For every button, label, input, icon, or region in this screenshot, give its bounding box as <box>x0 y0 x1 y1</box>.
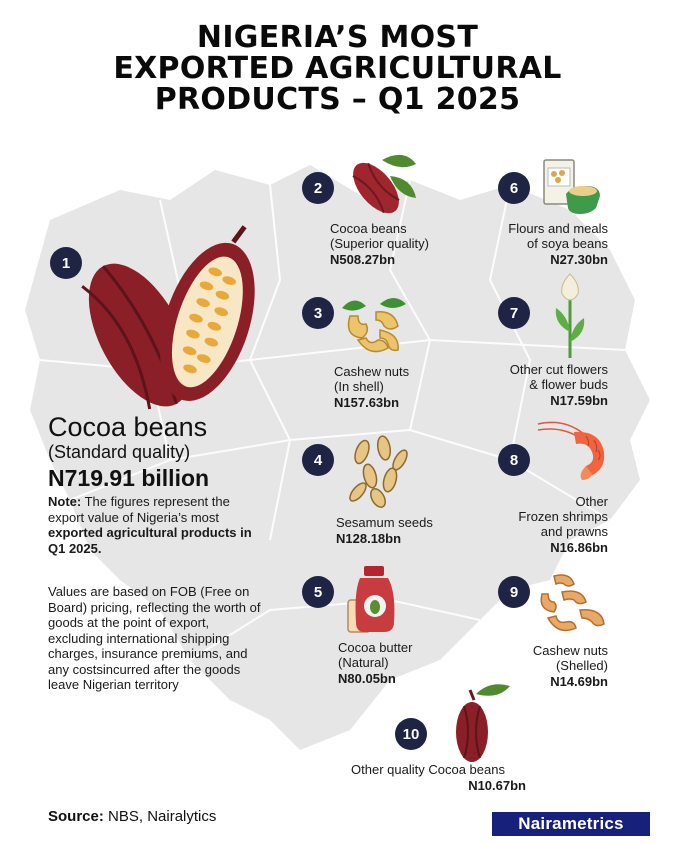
shelled-cashew-icon <box>540 574 605 632</box>
product-10-value: N10.67bn <box>468 778 526 793</box>
product-2-qualifier: (Superior quality) <box>330 236 429 251</box>
product-8-line-3: and prawns <box>540 524 608 539</box>
rank-badge-5: 5 <box>302 576 334 608</box>
product-9-label: Cashew nuts (Shelled) N14.69bn <box>480 643 608 689</box>
title-line-3: PRODUCTS – Q1 2025 <box>154 82 521 117</box>
product-4-value: N128.18bn <box>336 531 402 546</box>
sesame-seeds-icon <box>349 435 408 508</box>
product-6-value: N27.30bn <box>550 252 608 267</box>
rank-badge-1: 1 <box>50 247 82 279</box>
rank-badge-10: 10 <box>395 718 427 750</box>
rank-badge-9: 9 <box>498 576 530 608</box>
product-8-label: Other Frozen shrimps and prawns N16.86bn <box>480 494 608 555</box>
rank-badge-7: 7 <box>498 297 530 329</box>
note-label: Note: <box>48 494 82 509</box>
product-5-name: Cocoa butter <box>338 640 413 655</box>
product-3-value: N157.63bn <box>334 395 400 410</box>
source-text: NBS, Nairalytics <box>103 808 217 825</box>
title-line-1: NIGERIA’S MOST <box>196 20 479 55</box>
hero-product-value: N719.91 billion <box>48 465 210 491</box>
note-text: The figures represent the export value o… <box>48 494 230 525</box>
product-7-label: Other cut flowers & flower buds N17.59bn <box>480 362 608 408</box>
product-9-name: Cashew nuts <box>532 643 608 658</box>
product-3-label: Cashew nuts (In shell) N157.63bn <box>334 364 409 410</box>
flower-icon <box>555 273 585 358</box>
shrimp-icon <box>537 421 605 480</box>
hero-product-qualifier: (Standard quality) <box>48 442 191 462</box>
cashew-icon <box>342 298 406 353</box>
product-4-label: Sesamum seeds N128.18bn <box>336 515 433 546</box>
nairametrics-logo: Nairametrics <box>492 812 650 836</box>
cocoa-pod-icon <box>456 684 510 762</box>
note-paragraph: Note: The figures represent the export v… <box>48 494 263 556</box>
source-label: Source: <box>48 808 104 825</box>
page-title: NIGERIA’S MOST EXPORTED AGRICULTURAL PRO… <box>0 22 675 115</box>
source-credit: Source: NBS, Nairalytics <box>48 808 216 825</box>
cocoa-pod-icon <box>81 225 255 410</box>
product-2-label: Cocoa beans (Superior quality) N508.27bn <box>330 221 429 267</box>
product-8-line-1: Other <box>575 494 608 509</box>
product-9-qualifier: (Shelled) <box>555 658 608 673</box>
product-4-name: Sesamum seeds <box>336 515 433 530</box>
product-8-value: N16.86bn <box>550 540 608 555</box>
fob-explanation: Values are based on FOB (Free on Board) … <box>48 584 261 692</box>
rank-badge-4: 4 <box>302 444 334 476</box>
rank-badge-2: 2 <box>302 172 334 204</box>
note-bold-text: exported agricultural products in Q1 202… <box>48 525 252 556</box>
cocoa-pod-icon <box>352 154 416 214</box>
product-7-name: Other cut flowers <box>509 362 608 377</box>
product-2-value: N508.27bn <box>330 252 396 267</box>
product-5-qualifier: (Natural) <box>338 655 389 670</box>
rank-badge-3: 3 <box>302 297 334 329</box>
product-6-name: Flours and meals <box>508 221 608 236</box>
product-3-name: Cashew nuts <box>334 364 410 379</box>
hero-product-name: Cocoa beans <box>48 412 208 442</box>
cocoa-butter-jar-icon <box>347 566 395 633</box>
product-3-qualifier: (In shell) <box>334 379 384 394</box>
product-5-label: Cocoa butter (Natural) N80.05bn <box>338 640 412 686</box>
product-10-name: Other quality Cocoa beans <box>351 762 505 777</box>
rank-badge-8: 8 <box>498 444 530 476</box>
product-5-value: N80.05bn <box>338 671 396 686</box>
product-2-name: Cocoa beans <box>330 221 407 236</box>
product-10-label: Other quality Cocoa beans N10.67bn <box>330 762 526 793</box>
soya-flour-icon <box>543 159 600 214</box>
product-7-value: N17.59bn <box>550 393 608 408</box>
product-6-label: Flours and meals of soya beans N27.30bn <box>480 221 608 267</box>
product-8-line-2: Frozen shrimps <box>518 509 608 524</box>
product-6-qualifier: of soya beans <box>527 236 608 251</box>
product-7-qualifier: & flower buds <box>529 377 608 392</box>
title-line-2: EXPORTED AGRICULTURAL <box>113 51 562 86</box>
product-9-value: N14.69bn <box>550 674 608 689</box>
rank-badge-6: 6 <box>498 172 530 204</box>
